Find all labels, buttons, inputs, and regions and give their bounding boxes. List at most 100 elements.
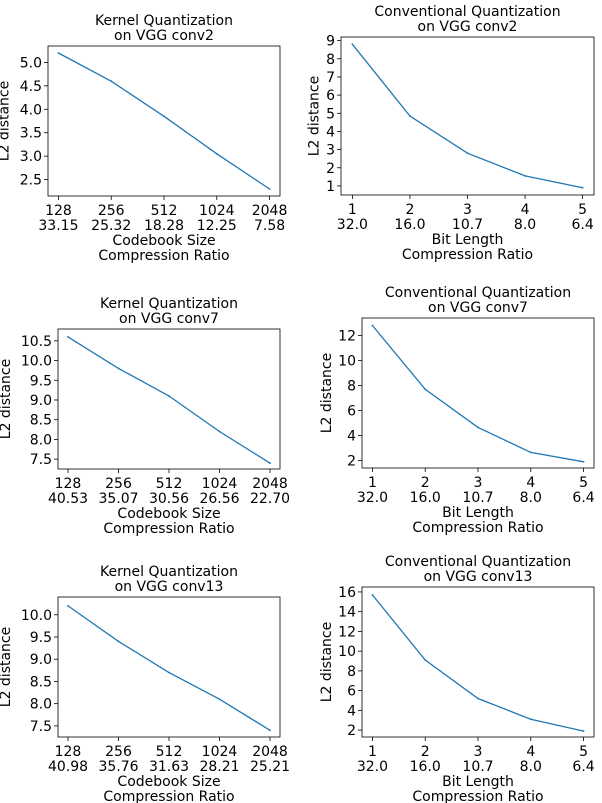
series-line (58, 52, 270, 190)
y-axis-label: L2 distance (0, 81, 13, 161)
data-point (371, 324, 374, 327)
x-tick-label-secondary: 16.0 (410, 490, 441, 506)
y-tick-label: 10.5 (21, 334, 52, 350)
x-axis-label-line: Compression Ratio (412, 789, 543, 803)
x-tick-label-secondary: 32.0 (357, 759, 388, 775)
series-line (371, 325, 584, 463)
y-axis-label: L2 distance (0, 359, 14, 439)
x-axis-label-line: Bit Length (432, 232, 504, 248)
x-tick-label-secondary: 32.0 (337, 217, 368, 233)
y-tick-label: 10 (338, 644, 356, 660)
data-point (269, 729, 271, 732)
y-tick-label: 3 (326, 143, 335, 159)
x-axis-label-line: Codebook Size (112, 233, 215, 249)
y-axis-label: L2 distance (0, 627, 14, 707)
x-tick-label-secondary: 40.53 (48, 491, 88, 507)
x-axis-label-line: Bit Length (442, 505, 514, 521)
x-tick-label: 2048 (252, 203, 288, 219)
y-tick-label: 4.0 (20, 102, 42, 118)
chart-title-line: on VGG conv7 (428, 300, 528, 316)
x-tick-label-secondary: 8.0 (514, 217, 536, 233)
x-tick-label: 3 (463, 202, 472, 218)
x-tick-label-secondary: 28.21 (199, 759, 239, 775)
y-tick-label: 16 (338, 585, 356, 601)
x-tick-label: 1024 (202, 476, 238, 492)
y-tick-label: 8 (347, 664, 356, 680)
y-tick-label: 10.0 (21, 354, 52, 370)
x-tick-label: 4 (526, 744, 535, 760)
data-point (110, 80, 113, 83)
x-tick-label-secondary: 10.7 (462, 759, 493, 775)
x-tick-label: 2 (421, 744, 430, 760)
y-tick-label: 9.5 (30, 373, 52, 389)
x-axis-label-line: Bit Length (442, 774, 514, 790)
x-tick-label-secondary: 22.70 (250, 491, 290, 507)
chart-title-line: on VGG conv2 (418, 19, 518, 35)
chart-title-line: Kernel Quantization (95, 13, 233, 29)
y-axis-label: L2 distance (307, 76, 323, 156)
y-axis-label: L2 distance (319, 622, 335, 702)
x-axis-label-line: Compression Ratio (103, 521, 234, 537)
y-tick-label: 5.0 (20, 55, 42, 71)
data-point (67, 604, 69, 607)
series-line (67, 336, 271, 464)
x-tick-label: 1 (368, 475, 377, 491)
data-point (477, 426, 479, 429)
x-tick-label: 2 (421, 475, 430, 491)
x-axis-label-line: Codebook Size (117, 774, 220, 790)
chart-title-line: Conventional Quantization (385, 285, 571, 301)
x-tick-label-secondary: 40.98 (48, 759, 88, 775)
x-tick-label: 128 (45, 203, 72, 219)
data-point (409, 115, 411, 117)
x-tick-label-secondary: 25.32 (91, 218, 131, 234)
y-tick-label: 14 (338, 605, 356, 621)
y-tick-label: 4 (326, 124, 335, 140)
x-tick-label-secondary: 12.25 (197, 218, 237, 234)
x-tick-label-secondary: 16.0 (394, 217, 425, 233)
x-tick-label: 128 (55, 476, 82, 492)
series-line (371, 594, 584, 732)
data-point (218, 698, 221, 701)
data-point (117, 640, 120, 643)
y-tick-label: 12 (338, 329, 356, 345)
y-tick-label: 9.0 (30, 652, 52, 668)
x-tick-label: 2048 (252, 476, 288, 492)
x-tick-label-secondary: 32.0 (357, 490, 388, 506)
x-tick-label: 512 (151, 203, 178, 219)
x-tick-label: 1024 (199, 203, 235, 219)
x-tick-label-secondary: 35.76 (98, 759, 138, 775)
x-tick-label: 5 (579, 744, 588, 760)
x-tick-label: 512 (156, 744, 183, 760)
chart-title-line: on VGG conv7 (119, 311, 219, 327)
x-tick-label-secondary: 6.4 (572, 759, 594, 775)
data-point (168, 395, 170, 397)
data-point (351, 43, 354, 46)
data-point (529, 451, 532, 454)
y-tick-label: 10.0 (21, 608, 52, 624)
x-tick-label-secondary: 16.0 (410, 759, 441, 775)
data-point (168, 671, 170, 674)
x-tick-label: 256 (98, 203, 125, 219)
x-tick-label: 2048 (252, 744, 288, 760)
x-tick-label: 1024 (202, 744, 238, 760)
y-tick-label: 9.5 (30, 630, 52, 646)
y-tick-label: 6 (347, 404, 356, 420)
plot-frame (340, 36, 595, 196)
y-tick-label: 12 (338, 624, 356, 640)
x-tick-label: 1 (348, 202, 357, 218)
data-point (424, 659, 427, 661)
x-tick-label: 1 (368, 744, 377, 760)
y-tick-label: 8.5 (30, 413, 52, 429)
plot-frame (361, 586, 595, 738)
chart-title-line: Kernel Quantization (100, 296, 238, 312)
x-tick-label-secondary: 10.7 (452, 217, 483, 233)
y-tick-label: 3.0 (20, 149, 42, 165)
x-tick-label: 3 (474, 475, 483, 491)
y-tick-label: 7.5 (30, 452, 52, 468)
y-tick-label: 2 (347, 454, 356, 470)
x-tick-label: 2 (405, 202, 414, 218)
x-tick-label: 3 (474, 744, 483, 760)
